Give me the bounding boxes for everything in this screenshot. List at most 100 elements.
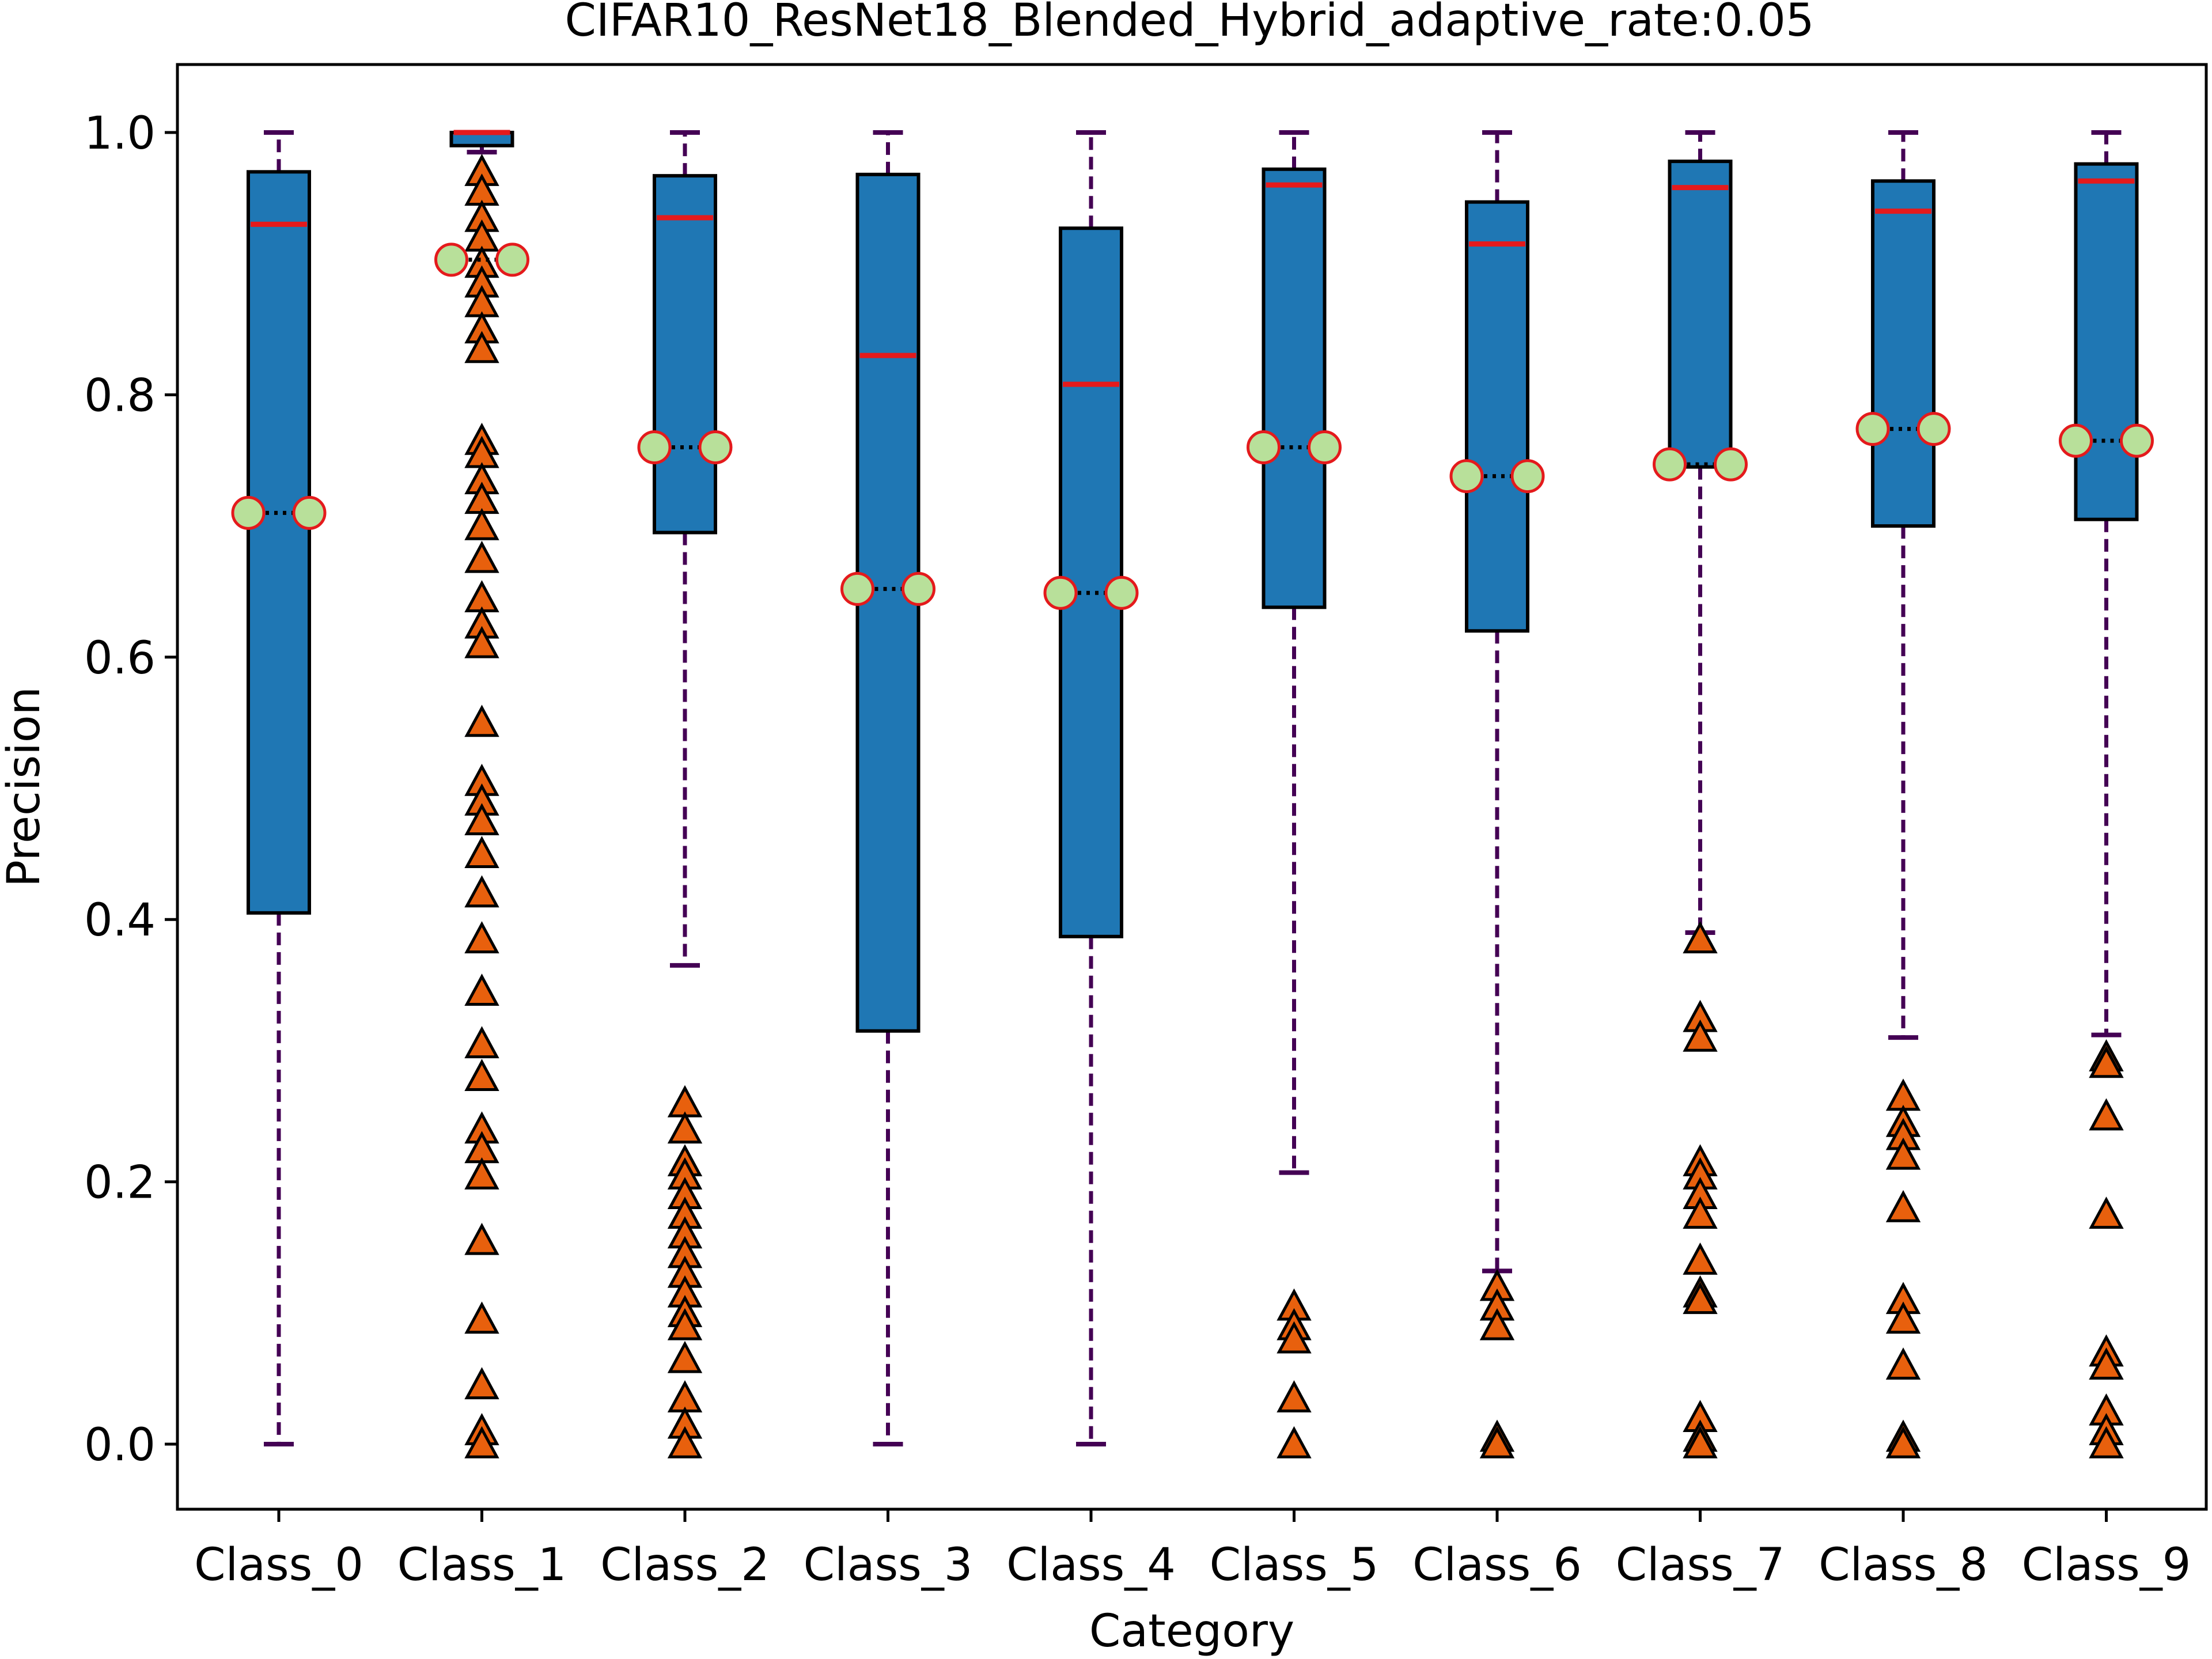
box [247,170,311,915]
mean-marker [2120,423,2154,458]
outlier-marker [2089,1347,2124,1380]
x-tick-label: Class_5 [1210,1539,1379,1591]
mean-marker [1653,447,1687,482]
outlier-marker [464,331,499,363]
outlier-marker [464,1157,499,1190]
box [2074,162,2139,521]
outlier-marker [667,1340,703,1373]
x-tick-label: Class_0 [194,1539,363,1591]
outlier-marker [464,1426,499,1459]
outlier-marker [667,1426,703,1459]
outlier-marker [1885,1426,1921,1459]
plot-area [231,130,2154,1459]
x-tick-label: Class_8 [1819,1539,1988,1591]
x-tick-label: Class_7 [1616,1539,1785,1591]
axes: 0.0 0.2 0.4 0.6 0.8 1.0 Class_0 Class_1 Class_2 C… [84,108,2191,1591]
outlier-marker [1277,1380,1312,1412]
outlier-marker [464,803,499,836]
outlier-marker [1683,1282,1718,1315]
x-tick-label: Class_3 [804,1539,973,1591]
outlier-marker [1683,1019,1718,1052]
outlier-marker [1683,1426,1718,1459]
outlier-marker [1683,1196,1718,1229]
y-tick-label: 0.2 [84,1157,156,1209]
outlier-marker [1885,1190,1921,1222]
outlier-marker [464,974,499,1006]
mean-marker [434,243,468,277]
mean-marker [1714,447,1748,482]
mean-marker [840,571,874,606]
mean-marker [1510,459,1545,494]
chart-title: CIFAR10_ResNet18_Blended_Hybrid_adaptive… [565,0,1814,47]
mean-marker [902,571,935,606]
outlier-marker [1683,1242,1718,1275]
outlier-marker [464,1222,499,1255]
outlier-marker [2089,1098,2124,1131]
mean-marker [1308,430,1342,464]
outlier-marker [2089,1426,2124,1459]
box-group-class-7 [1653,130,1748,1459]
outlier-marker [464,1367,499,1400]
outlier-marker [464,921,499,953]
box [1871,179,1936,528]
box-group-class-2 [637,130,733,1459]
mean-marker [231,495,266,530]
outlier-marker [2089,1196,2124,1229]
x-tick-label: Class_4 [1006,1539,1176,1591]
box-group-class-6 [1449,130,1545,1459]
mean-marker [1855,412,1890,446]
y-tick-label: 0.8 [84,370,156,422]
mean-marker [1916,412,1951,446]
mean-marker [1247,430,1281,464]
outlier-marker [1479,1308,1515,1340]
box-group-class-1 [434,130,529,1459]
mean-marker [1043,575,1078,610]
box-group-class-0 [231,130,327,1446]
box-group-class-9 [2059,130,2154,1459]
x-tick-label: Class_1 [397,1539,567,1591]
outlier-marker [1479,1426,1515,1459]
mean-marker [698,430,733,464]
outlier-marker [464,540,499,573]
outlier-marker [1683,921,1718,953]
outlier-marker [667,1111,703,1144]
box [1262,167,1327,609]
x-tick-label: Class_9 [2022,1539,2191,1591]
box-group-class-5 [1247,130,1342,1459]
y-tick-label: 0.6 [84,632,156,684]
x-tick-label: Class_2 [600,1539,770,1591]
outlier-marker [464,507,499,540]
outlier-marker [464,1026,499,1059]
box [1668,160,1733,469]
outlier-marker [1885,1301,1921,1334]
box [653,174,717,535]
x-axis-label: Category [1089,1605,1294,1657]
x-tick-label: Class_6 [1412,1539,1582,1591]
mean-marker [2059,423,2093,458]
mean-marker [1104,575,1139,610]
outlier-marker [464,1059,499,1092]
y-tick-label: 0.0 [84,1419,156,1471]
outlier-marker [464,875,499,908]
outlier-marker [464,836,499,868]
mean-marker [1449,459,1484,494]
outlier-marker [667,1308,703,1340]
box-group-class-4 [1043,130,1139,1446]
outlier-marker [2089,1046,2124,1078]
y-tick-label: 1.0 [84,108,156,160]
mean-marker [637,430,672,464]
mean-marker [292,495,327,530]
box-group-class-8 [1855,130,1951,1459]
outlier-marker [1885,1347,1921,1380]
outlier-marker [1885,1137,1921,1170]
box-group-class-3 [840,130,935,1446]
mean-marker [495,243,529,277]
outlier-marker [1277,1321,1312,1354]
plot-frame [176,63,2208,1511]
y-axis-label: Precision [0,687,50,887]
outlier-marker [464,626,499,658]
y-tick-label: 0.4 [84,895,156,946]
box [1465,200,1529,633]
outlier-marker [464,704,499,737]
